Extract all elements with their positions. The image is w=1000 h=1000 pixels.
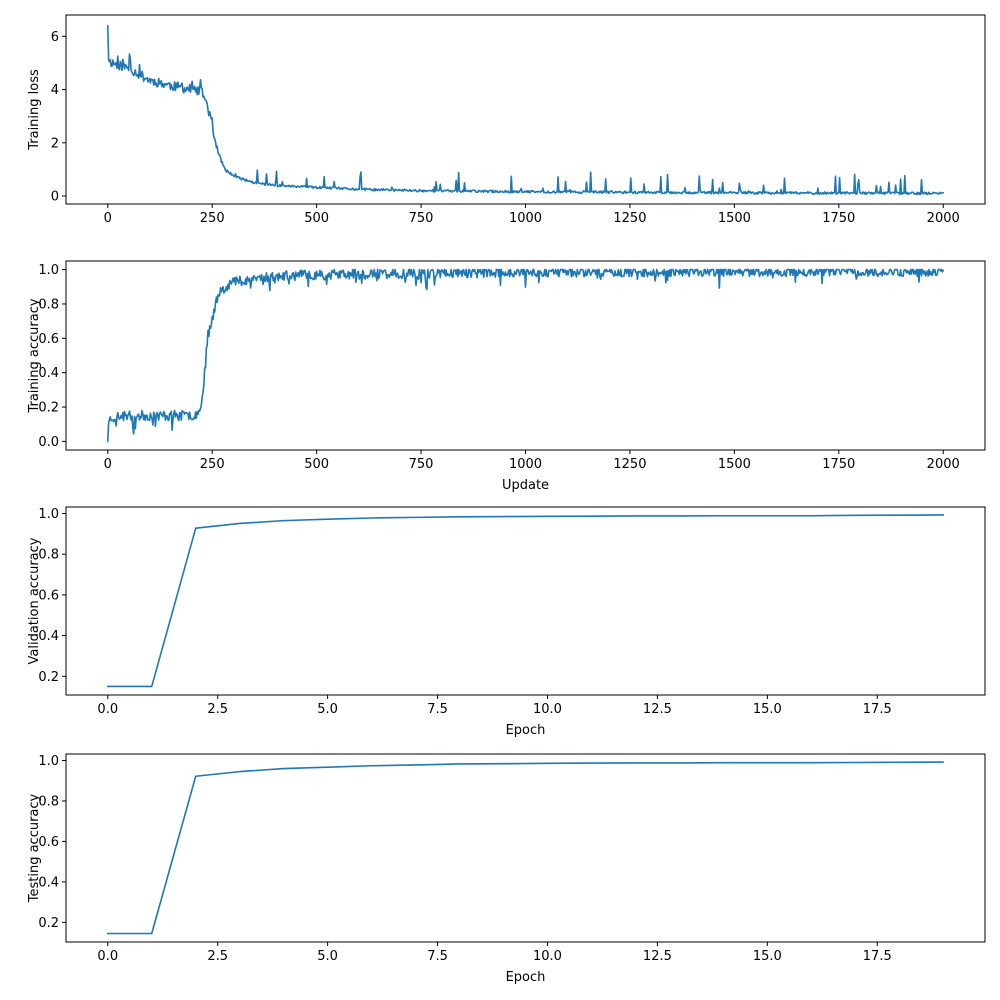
x-tick-label: 17.5 xyxy=(863,702,892,717)
y-tick-label: 0.0 xyxy=(38,435,59,450)
x-tick-label: 500 xyxy=(304,457,329,472)
x-tick-label: 750 xyxy=(409,457,434,472)
x-tick-label: 15.0 xyxy=(753,949,782,964)
series-line-4-1 xyxy=(106,761,945,935)
y-tick-label: 0.4 xyxy=(38,366,59,381)
x-tick-label: 250 xyxy=(200,211,225,226)
y-tick-label: 0.6 xyxy=(38,835,59,850)
panel-2: 0 250 500 750 1000 1250 1500 1750 2000 0.0 0.2 0.4 0… xyxy=(27,260,986,493)
y-tick-label: 0.8 xyxy=(38,794,59,809)
y-tick-label: 1.0 xyxy=(38,507,59,522)
y-tick-label: 0.6 xyxy=(38,332,59,347)
y-tick-label: 6 xyxy=(51,30,59,45)
x-tick-label: 12.5 xyxy=(643,949,672,964)
series-line-1-1 xyxy=(106,24,945,196)
x-tick-label: 15.0 xyxy=(753,702,782,717)
x-tick-label: 500 xyxy=(304,211,329,226)
x-tick-label: 5.0 xyxy=(317,702,338,717)
x-tick-label: 1750 xyxy=(822,457,855,472)
y-tick-label: 0.8 xyxy=(38,548,59,563)
x-tick-label: 1000 xyxy=(509,457,542,472)
series-line-3-1 xyxy=(106,514,945,688)
y-tick-label: 0.4 xyxy=(38,875,59,890)
x-tick-label: 5.0 xyxy=(317,949,338,964)
x-axis-label: Epoch xyxy=(506,970,546,985)
panel-3: 0.0 2.5 5.0 7.5 10.0 12.5 15.0 17.5 0.2 0.4 0.6 0.8… xyxy=(27,506,986,738)
panel-1: 0 250 500 750 1000 1250 1500 1750 2000 0 2 4 6 Traini… xyxy=(27,14,986,226)
x-tick-label: 1500 xyxy=(718,457,751,472)
x-tick-label: 7.5 xyxy=(427,949,448,964)
series-line-2-1 xyxy=(106,268,945,443)
x-tick-label: 2.5 xyxy=(207,949,228,964)
x-tick-label: 2000 xyxy=(927,457,960,472)
y-axis-label: Testing accuracy xyxy=(27,793,42,903)
axes-frame xyxy=(65,506,986,696)
x-tick-label: 10.0 xyxy=(533,702,562,717)
y-axis-label: Training loss xyxy=(27,69,42,151)
panels: 0 250 500 750 1000 1250 1500 1750 2000 0 2 4 6 Traini… xyxy=(27,14,986,985)
y-tick-label: 0.4 xyxy=(38,629,59,644)
x-tick-label: 1750 xyxy=(822,211,855,226)
x-tick-label: 1250 xyxy=(613,211,646,226)
x-tick-label: 1500 xyxy=(718,211,751,226)
y-axis-label: Validation accuracy xyxy=(27,537,42,664)
x-tick-label: 12.5 xyxy=(643,702,672,717)
y-tick-label: 4 xyxy=(51,83,59,98)
y-tick-label: 1.0 xyxy=(38,263,59,278)
y-axis-label: Training accuracy xyxy=(27,298,42,413)
x-tick-label: 0 xyxy=(104,211,112,226)
y-tick-label: 0.2 xyxy=(38,401,59,416)
panel-4: 0.0 2.5 5.0 7.5 10.0 12.5 15.0 17.5 0.2 0.4 0.6 0.8… xyxy=(27,753,986,985)
x-tick-label: 2.5 xyxy=(207,702,228,717)
x-tick-label: 0 xyxy=(104,457,112,472)
y-tick-label: 0.2 xyxy=(38,670,59,685)
x-tick-label: 10.0 xyxy=(533,949,562,964)
x-tick-label: 1250 xyxy=(613,457,646,472)
y-tick-label: 1.0 xyxy=(38,754,59,769)
x-tick-label: 250 xyxy=(200,457,225,472)
x-tick-label: 17.5 xyxy=(863,949,892,964)
x-axis-label: Update xyxy=(502,478,549,493)
x-tick-label: 0.0 xyxy=(97,949,118,964)
y-tick-label: 0.8 xyxy=(38,297,59,312)
y-tick-label: 0.6 xyxy=(38,588,59,603)
x-tick-label: 7.5 xyxy=(427,702,448,717)
x-axis-label: Epoch xyxy=(506,723,546,738)
y-tick-label: 0 xyxy=(51,190,59,205)
x-tick-label: 1000 xyxy=(509,211,542,226)
y-tick-label: 0.2 xyxy=(38,916,59,931)
x-tick-label: 750 xyxy=(409,211,434,226)
x-tick-label: 2000 xyxy=(927,211,960,226)
axes-frame xyxy=(65,753,986,943)
y-tick-label: 2 xyxy=(51,136,59,151)
x-tick-label: 0.0 xyxy=(97,702,118,717)
